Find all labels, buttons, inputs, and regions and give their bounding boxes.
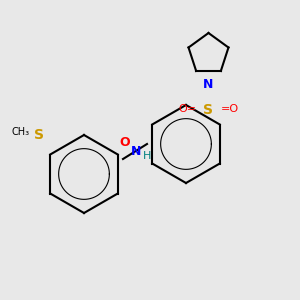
Text: S: S [203, 103, 214, 116]
Text: CH₃: CH₃ [12, 127, 30, 137]
Text: O: O [119, 136, 130, 149]
Text: H: H [143, 151, 151, 161]
Text: =O: =O [220, 104, 238, 115]
Text: O=: O= [178, 104, 196, 115]
Text: N: N [203, 77, 214, 91]
Text: N: N [131, 145, 142, 158]
Text: S: S [34, 128, 44, 142]
